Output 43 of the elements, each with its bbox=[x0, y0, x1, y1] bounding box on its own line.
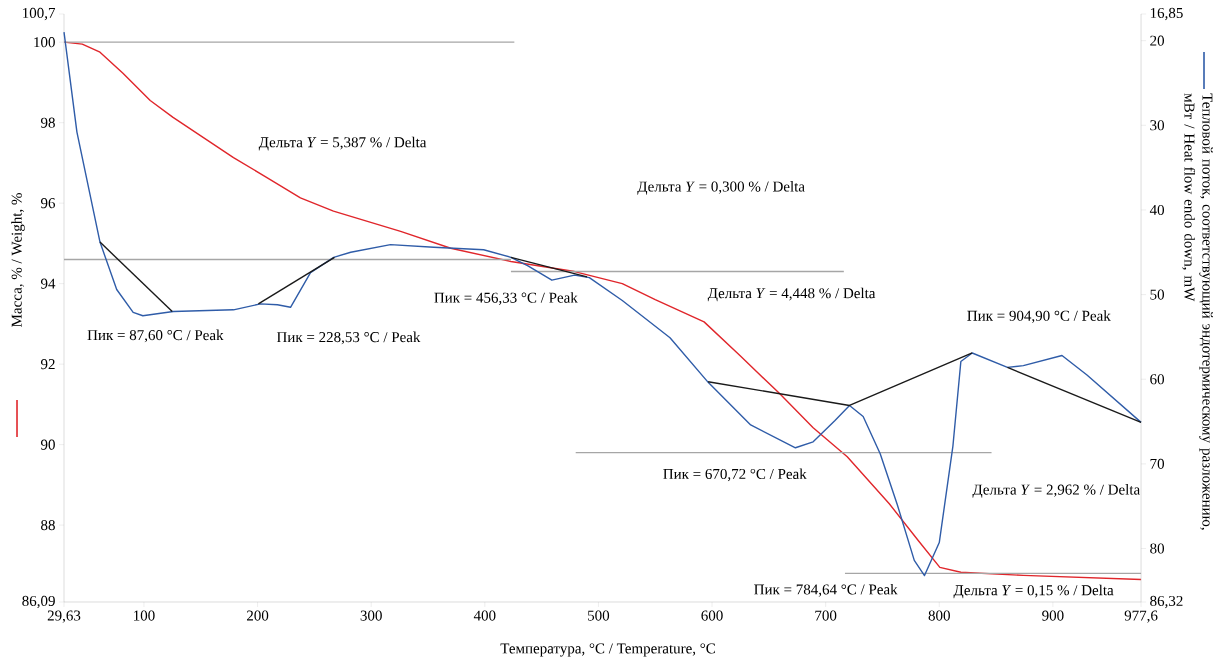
x-tick-label: 500 bbox=[588, 610, 610, 621]
y2-tick-label: 50 bbox=[1150, 289, 1165, 300]
x-tick-label: 700 bbox=[815, 610, 837, 621]
y2-tick-label: 16,85 bbox=[1150, 7, 1183, 21]
x-tick-label: 300 bbox=[360, 610, 382, 621]
annotation: Пик = 670,72 °C / Peak bbox=[663, 468, 807, 482]
x-tick-label: 400 bbox=[473, 610, 496, 621]
x-axis-title: Температура, °C / Temperature, °C bbox=[500, 643, 715, 657]
y2-tick-label: 80 bbox=[1150, 543, 1165, 554]
annotation: Пик = 904,90 °C / Peak bbox=[967, 310, 1111, 323]
annotation: Дельта Y = 2,962 % / Delta bbox=[972, 484, 1140, 498]
y-tick-label: 100,7 bbox=[23, 7, 56, 21]
x-tick-label: 100 bbox=[134, 610, 155, 621]
y-tick-label: 86,09 bbox=[22, 595, 55, 609]
y-tick-label: 88 bbox=[41, 520, 55, 531]
annotation: Пик = 87,60 °C / Peak bbox=[87, 329, 224, 343]
annotation: Дельта Y = 0,300 % / Delta bbox=[637, 181, 805, 195]
y2-tick-label: 86,32 bbox=[1150, 595, 1183, 609]
x-tick-label: 800 bbox=[928, 610, 950, 621]
y-axis-title: Масса, % / Weight, % bbox=[11, 193, 25, 327]
y2-axis-title: Тепловой поток, соответствующий эндотермическому разложению, мВт / Heat flow endo down, mW bbox=[1182, 93, 1213, 530]
x-tick-label: 977,6 bbox=[1124, 610, 1158, 623]
y-tick-label: 90 bbox=[40, 439, 55, 450]
x-tick-label: 900 bbox=[1042, 610, 1064, 621]
y2-tick-label: 60 bbox=[1150, 374, 1165, 385]
x-tick-label: 200 bbox=[246, 610, 269, 621]
annotation: Дельта Y = 4,448 % / Delta bbox=[707, 287, 876, 302]
y-tick-label: 96 bbox=[40, 198, 56, 209]
x-tick-label: 29,63 bbox=[47, 610, 81, 623]
y-tick-label: 92 bbox=[40, 359, 55, 370]
y-tick-label: 100 bbox=[34, 37, 55, 48]
x-tick-label: 600 bbox=[701, 610, 723, 621]
annotation: Пик = 784,64 °C / Peak bbox=[754, 583, 898, 597]
y-tick-label: 98 bbox=[40, 117, 55, 128]
annotation: Пик = 228,53 °C / Peak bbox=[276, 331, 421, 345]
annotation: Дельта Y = 5,387 % / Delta bbox=[258, 136, 427, 151]
y2-tick-label: 30 bbox=[1150, 120, 1165, 131]
y2-tick-label: 20 bbox=[1150, 35, 1165, 46]
y2-tick-label: 40 bbox=[1149, 204, 1165, 215]
y2-tick-label: 70 bbox=[1150, 458, 1165, 469]
annotation: Пик = 456,33 °C / Peak bbox=[434, 292, 578, 305]
y-tick-label: 94 bbox=[40, 278, 56, 289]
annotation: Дельта Y = 0,15 % / Delta bbox=[953, 584, 1114, 599]
